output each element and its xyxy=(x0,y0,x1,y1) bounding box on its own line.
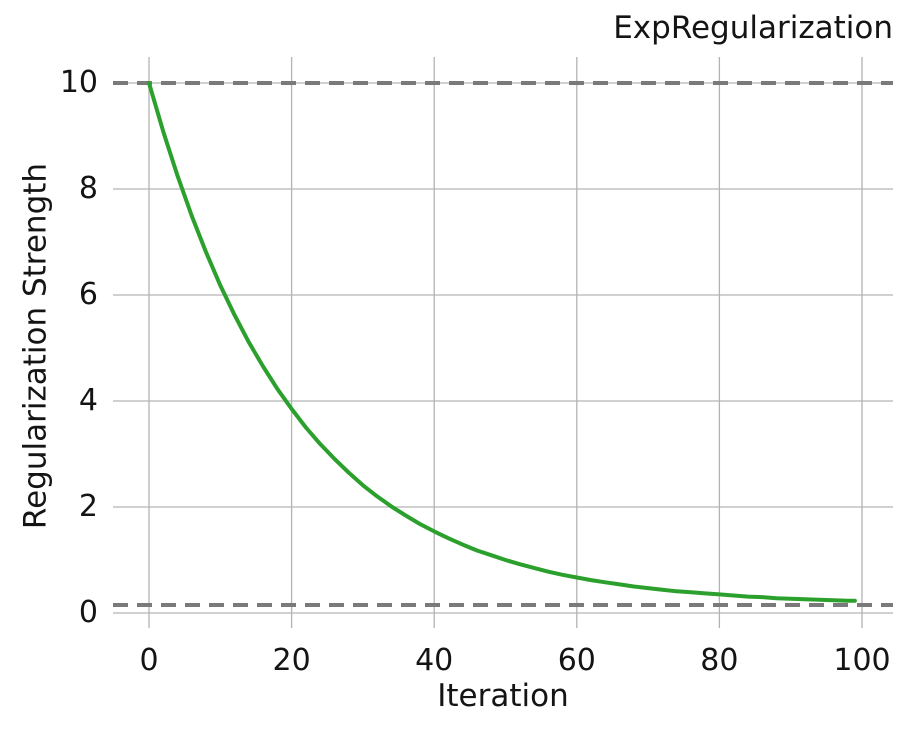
x-tick-label: 60 xyxy=(557,643,596,678)
y-tick-label: 4 xyxy=(78,382,98,418)
x-tick-label: 0 xyxy=(139,643,159,678)
x-tick-label: 20 xyxy=(272,643,311,678)
y-tick-label: 6 xyxy=(78,276,98,312)
x-tick-label: 100 xyxy=(833,643,891,678)
y-tick-label: 8 xyxy=(78,170,98,206)
regularization-strength-curve xyxy=(147,81,857,603)
x-axis-label: Iteration xyxy=(437,678,569,714)
y-tick-label: 0 xyxy=(78,595,98,630)
chart-title: ExpRegularization xyxy=(613,10,893,46)
x-tick-label: 40 xyxy=(415,643,454,678)
y-tick-label: 2 xyxy=(78,488,98,524)
x-tick-label: 80 xyxy=(700,643,739,678)
y-tick-label: 10 xyxy=(59,64,98,100)
